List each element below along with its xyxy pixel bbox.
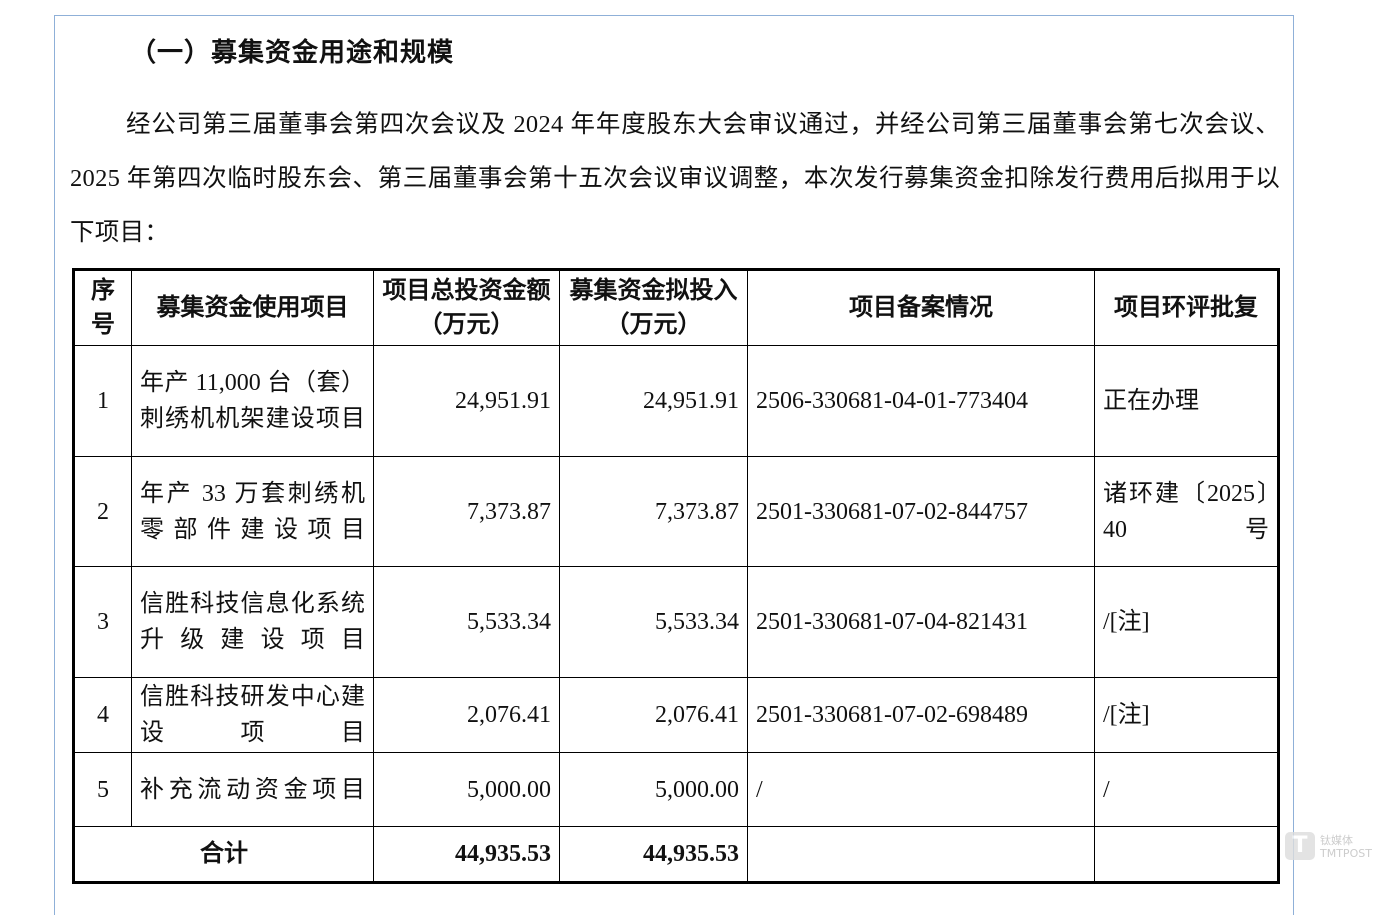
cell-eia: 正在办理 [1094, 345, 1279, 457]
cell-raise: 5,000.00 [559, 752, 748, 827]
header-raise: 募集资金拟投入（万元） [559, 269, 748, 346]
cell-raise: 7,373.87 [559, 456, 748, 567]
cell-eia: 诸环建〔2025〕40号 [1094, 456, 1279, 567]
cell-raise: 2,076.41 [559, 677, 748, 753]
cell-filing: 2501-330681-07-02-844757 [747, 456, 1095, 567]
header-no: 序号 [73, 269, 132, 346]
table-row: 2 年产 33 万套刺绣机零部件建设项目 7,373.87 7,373.87 2501-… [73, 456, 1279, 567]
header-total: 项目总投资金额（万元） [373, 269, 560, 346]
cell-eia: /[注] [1094, 677, 1279, 753]
watermark-text: 钛媒体 TMTPOST [1320, 834, 1372, 860]
cell-total: 7,373.87 [373, 456, 560, 567]
cell-total: 2,076.41 [373, 677, 560, 753]
watermark-sub: TMTPOST [1320, 847, 1372, 860]
watermark-name: 钛媒体 [1320, 834, 1353, 847]
header-project: 募集资金使用项目 [131, 269, 374, 346]
table-header-row: 序号 募集资金使用项目 项目总投资金额（万元） 募集资金拟投入（万元） 项目备案… [73, 269, 1279, 346]
cell-no: 2 [73, 456, 132, 567]
table-row: 3 信胜科技信息化系统升级建设项目 5,533.34 5,533.34 2501-330… [73, 566, 1279, 678]
total-total: 44,935.53 [373, 826, 560, 883]
cell-total: 5,533.34 [373, 566, 560, 678]
cell-filing: / [747, 752, 1095, 827]
total-label: 合计 [73, 826, 374, 883]
document-page [54, 15, 1294, 915]
cell-name: 年产 11,000 台（套）刺绣机机架建设项目 [131, 345, 374, 457]
cell-name: 年产 33 万套刺绣机零部件建设项目 [131, 456, 374, 567]
cell-eia: /[注] [1094, 566, 1279, 678]
cell-no: 3 [73, 566, 132, 678]
total-filing [747, 826, 1095, 883]
header-filing: 项目备案情况 [747, 269, 1095, 346]
cell-raise: 5,533.34 [559, 566, 748, 678]
body-paragraph: 经公司第三届董事会第四次会议及 2024 年年度股东大会审议通过，并经公司第三届… [70, 111, 1280, 246]
total-raise: 44,935.53 [559, 826, 748, 883]
cell-total: 5,000.00 [373, 752, 560, 827]
table-row: 1 年产 11,000 台（套）刺绣机机架建设项目 24,951.91 24,951.… [73, 345, 1279, 457]
cell-filing: 2501-330681-07-04-821431 [747, 566, 1095, 678]
cell-name: 信胜科技信息化系统升级建设项目 [131, 566, 374, 678]
table-row: 4 信胜科技研发中心建设项目 2,076.41 2,076.41 2501-330681… [73, 677, 1279, 753]
cell-raise: 24,951.91 [559, 345, 748, 457]
cell-no: 1 [73, 345, 132, 457]
table-row: 5 补充流动资金项目 5,000.00 5,000.00// [73, 752, 1279, 827]
table-total-row: 合计 44,935.53 44,935.53 [73, 826, 1279, 883]
cell-no: 5 [73, 752, 132, 827]
cell-eia: / [1094, 752, 1279, 827]
cell-name: 信胜科技研发中心建设项目 [131, 677, 374, 753]
watermark-logo: T [1285, 832, 1315, 860]
total-eia [1094, 826, 1279, 883]
cell-name: 补充流动资金项目 [131, 752, 374, 827]
cell-no: 4 [73, 677, 132, 753]
cell-filing: 2506-330681-04-01-773404 [747, 345, 1095, 457]
header-eia: 项目环评批复 [1094, 269, 1279, 346]
cell-filing: 2501-330681-07-02-698489 [747, 677, 1095, 753]
cell-total: 24,951.91 [373, 345, 560, 457]
section-heading: （一）募集资金用途和规模 [130, 38, 455, 67]
fund-usage-table: 序号 募集资金使用项目 项目总投资金额（万元） 募集资金拟投入（万元） 项目备案… [72, 268, 1280, 884]
